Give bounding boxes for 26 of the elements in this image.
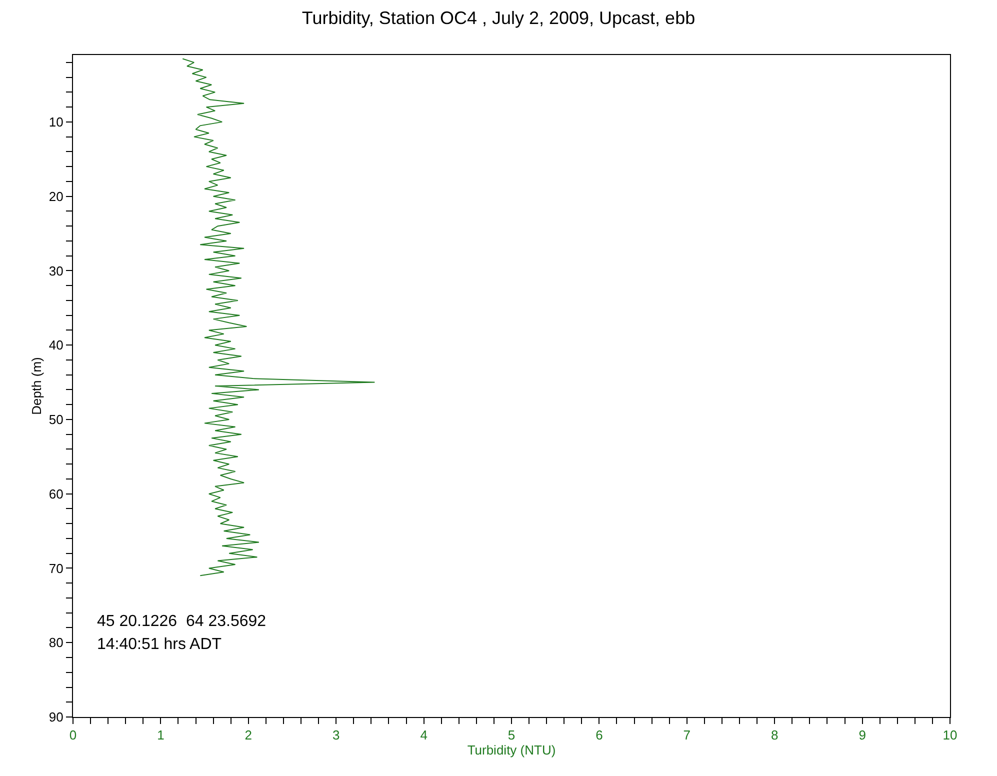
x-tick-label: 6 — [596, 728, 603, 743]
y-tick-label: 80 — [48, 635, 64, 650]
y-tick-label: 50 — [48, 412, 64, 428]
x-tick-label: 7 — [683, 728, 691, 743]
x-tick-label: 1 — [157, 728, 164, 743]
y-tick-label: 30 — [48, 263, 64, 278]
x-tick-label: 0 — [69, 728, 77, 743]
y-tick-label: 70 — [48, 560, 64, 576]
y-tick-label: 90 — [48, 710, 64, 725]
x-tick-label: 8 — [770, 728, 778, 743]
chart-title: Turbidity, Station OC4 , July 2, 2009, Upcast, ebb — [302, 8, 696, 28]
y-axis-title: Depth (m) — [28, 357, 44, 415]
y-tick-label: 60 — [48, 486, 64, 502]
line-series — [182, 58, 376, 576]
x-tick-label: 3 — [332, 728, 340, 743]
y-tick-label: 20 — [48, 188, 64, 204]
x-axis-title: Turbidity (NTU) — [467, 742, 556, 758]
x-tick-label: 2 — [244, 728, 252, 743]
annotation: 45 20.1226 64 23.5692 — [97, 613, 266, 630]
x-tick-label: 5 — [508, 728, 516, 743]
annotation: 14:40:51 hrs ADT — [97, 636, 222, 653]
y-tick-label: 10 — [48, 114, 64, 130]
x-tick-label: 9 — [858, 728, 866, 743]
x-tick-label: 4 — [420, 728, 428, 743]
x-tick-label: 10 — [942, 728, 958, 743]
y-tick-label: 40 — [48, 338, 64, 353]
